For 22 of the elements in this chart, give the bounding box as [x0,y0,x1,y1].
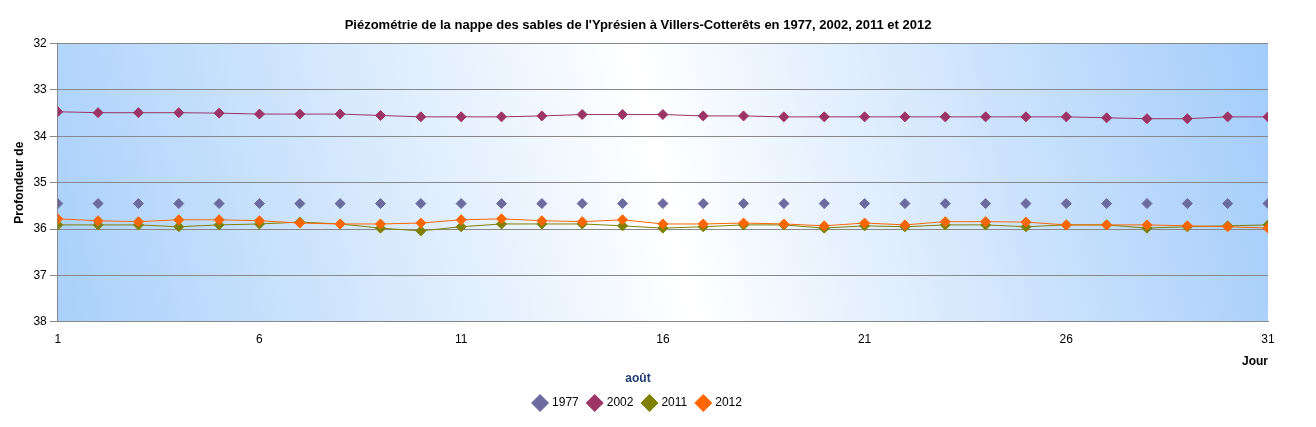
legend-label: 2011 [661,395,688,410]
legend-label: 2012 [715,395,743,410]
x-tick-label: 16 [656,332,670,347]
y-tick-label: 32 [33,35,48,50]
x-tick-label: 26 [1059,332,1074,347]
y-axis-title: Profondeur de [11,141,26,224]
y-tick-label: 38 [33,314,48,329]
y-tick-label: 33 [33,82,48,97]
legend-title: août [625,370,651,385]
legend-label: 2002 [606,395,634,410]
x-tick-label: 31 [1261,332,1275,347]
x-axis-title: Jour [1241,353,1269,368]
y-tick-label: 34 [33,128,48,143]
y-tick-label: 36 [33,221,48,236]
x-tick-label: 21 [857,332,872,347]
y-tick-label: 35 [33,175,48,190]
x-tick-label: 11 [454,332,468,347]
x-tick-label: 6 [256,332,264,347]
chart-title: Piézométrie de la nappe des sables de l'Yprésien à Villers-Cotterêts en 1977, 2002, 2011 et 2012 [344,17,932,33]
x-tick-label: 1 [54,332,62,347]
legend-label: 1977 [552,395,580,410]
y-tick-label: 37 [33,267,48,282]
